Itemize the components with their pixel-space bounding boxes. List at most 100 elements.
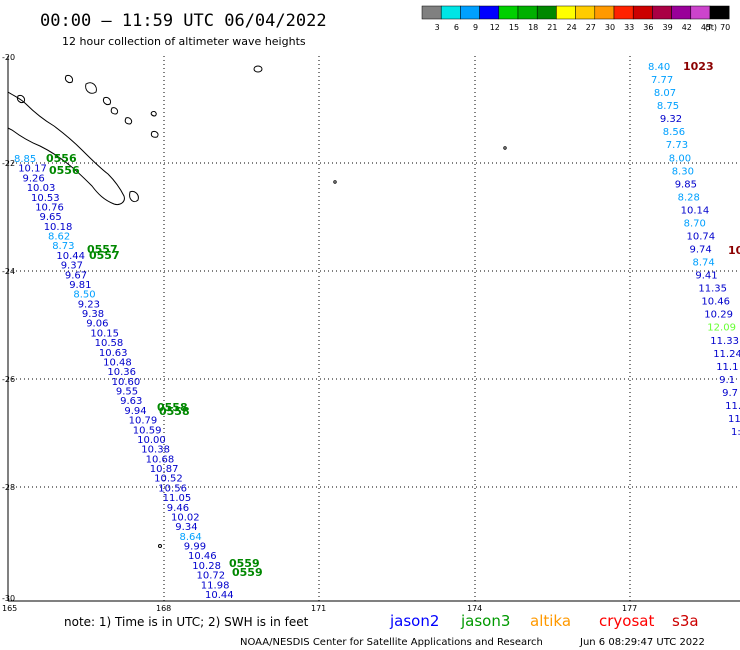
lat-label: -26	[2, 375, 15, 384]
swh-value: 8.50	[73, 290, 95, 301]
swh-value: 9.32	[660, 114, 682, 125]
legend-label: 70	[720, 23, 730, 32]
legend-label: 9	[473, 23, 478, 32]
swh-value: 7.73	[666, 140, 688, 151]
legend-swatch	[421, 5, 442, 20]
satellite-jason2: jason2	[389, 612, 439, 630]
swh-value: 8.56	[663, 127, 685, 138]
map-frame	[7, 56, 740, 602]
satellite-s3a: s3a	[672, 612, 699, 630]
swh-value: 11.05	[163, 493, 192, 504]
swh-value: 1:	[731, 427, 740, 438]
swh-value: 10.72	[197, 571, 226, 582]
swh-value: 9.85	[675, 179, 697, 190]
legend-swatch	[690, 5, 711, 20]
lat-label: -30	[2, 594, 15, 603]
swh-value: 9.81	[69, 280, 91, 291]
legend-label: 42	[682, 23, 692, 32]
swh-value: 9.55	[116, 387, 138, 398]
swh-value: 9.74	[690, 245, 712, 256]
satellite-jason3: jason3	[460, 612, 510, 630]
lon-label: 165	[2, 604, 17, 613]
legend-label: 3	[435, 23, 440, 32]
swh-value: 10.18	[44, 222, 73, 233]
swh-value: 8.62	[48, 232, 70, 243]
swh-value: 10.48	[103, 358, 132, 369]
legend-label: 12	[490, 23, 500, 32]
legend-swatch	[613, 5, 634, 20]
swh-value: 10.44	[205, 590, 234, 601]
swh-value: 8.85	[14, 154, 36, 165]
coastline	[7, 65, 507, 548]
swh-value: 11.98	[201, 580, 230, 591]
swh-value: 9.99	[184, 542, 206, 553]
pressure-label: 1023	[683, 60, 714, 73]
swh-value: 10.03	[27, 183, 56, 194]
swh-value: 10.59	[133, 425, 162, 436]
swh-value: 10.28	[192, 561, 221, 572]
swh-value: 9.34	[175, 522, 197, 533]
swh-value: 8.75	[657, 101, 679, 112]
legend-swatch	[536, 5, 557, 20]
swh-value: 11.35	[698, 284, 727, 295]
legend-label: 21	[547, 23, 557, 32]
legend-swatch	[594, 5, 615, 20]
swh-value: 8.64	[180, 532, 202, 543]
swh-value: 10.29	[704, 310, 733, 321]
swh-value: 8.73	[52, 241, 74, 252]
graticule	[8, 56, 740, 601]
swh-value: 10.38	[141, 445, 170, 456]
swh-value: 10.46	[701, 297, 730, 308]
pass-time-label: 0558	[159, 405, 190, 418]
lat-label: -22	[2, 159, 15, 168]
legend-swatch	[498, 5, 519, 20]
legend-swatch	[479, 5, 500, 20]
lon-label: 174	[467, 604, 482, 613]
color-legend: 3 6 9 12 15 18 21 24 27 30 33 36 39 42 45 70 (ft)	[421, 5, 730, 32]
legend-label: 6	[454, 23, 459, 32]
legend-swatch	[652, 5, 672, 20]
swh-value: 10.60	[112, 377, 141, 388]
swh-value: 10.87	[150, 464, 179, 475]
swh-value: 10.46	[188, 551, 217, 562]
swh-value: 10.56	[158, 483, 187, 494]
satellite-altika: altika	[530, 612, 571, 630]
swh-value: 8.74	[693, 258, 715, 269]
swh-value: 8.00	[669, 153, 691, 164]
swh-value: 12.09	[707, 323, 736, 334]
pass-time-label: 0557	[87, 243, 118, 256]
page-title: 00:00 – 11:59 UTC 06/04/2022	[40, 11, 327, 31]
pressure-label: 10	[728, 244, 740, 257]
swh-value: 8.28	[678, 192, 700, 203]
swh-value: 9.94	[124, 406, 146, 417]
footer-note: note: 1) Time is in UTC; 2) SWH is in fe…	[64, 615, 309, 629]
swh-value: 10.76	[35, 202, 64, 213]
swh-value: 10.17	[18, 164, 47, 175]
legend-swatch	[709, 5, 730, 20]
swh-value: 10.15	[90, 328, 119, 339]
satellite-cryosat: cryosat	[599, 612, 654, 630]
swh-value: 10.74	[687, 232, 716, 243]
pass-time-label: 0556	[46, 152, 77, 165]
swh-value: 10.79	[129, 416, 158, 427]
page-subtitle: 12 hour collection of altimeter wave hei…	[62, 35, 306, 48]
swh-value: 11.33	[710, 336, 739, 347]
swh-value: 10.68	[146, 454, 175, 465]
legend-label: 18	[528, 23, 538, 32]
lat-label: -20	[2, 53, 15, 62]
legend-label: 24	[567, 23, 577, 32]
footer-credit: NOAA/NESDIS Center for Satellite Applica…	[240, 637, 543, 648]
swh-value: 11.	[725, 401, 740, 412]
lon-label: 171	[311, 604, 326, 613]
left-satellite-track: 8.8510.179.2610.0310.5310.769.6510.188.6…	[14, 154, 234, 601]
swh-value: 10.02	[171, 513, 200, 524]
swh-value: 10.00	[137, 435, 166, 446]
swh-value: 9.7	[722, 388, 738, 399]
lon-label: 168	[156, 604, 171, 613]
swh-value: 8.40	[648, 62, 670, 73]
legend-swatch	[517, 5, 538, 20]
legend-label: 45	[701, 23, 711, 32]
footer-timestamp: Jun 6 08:29:47 UTC 2022	[579, 637, 705, 648]
swh-value: 10.53	[31, 193, 60, 204]
